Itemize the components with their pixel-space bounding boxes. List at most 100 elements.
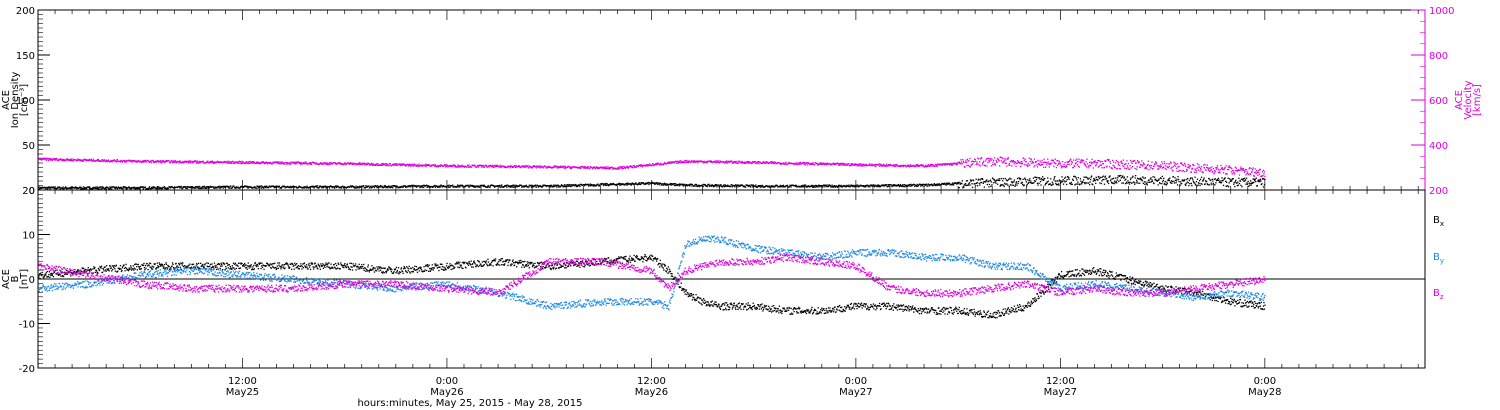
velocity-point bbox=[955, 164, 957, 166]
velocity-point bbox=[1016, 160, 1019, 162]
density-point bbox=[483, 184, 485, 186]
density-point bbox=[201, 187, 203, 190]
density-point bbox=[1157, 179, 1159, 182]
density-point bbox=[565, 184, 567, 186]
velocity-point bbox=[948, 163, 950, 165]
density-point bbox=[305, 187, 308, 189]
velocity-point bbox=[172, 161, 174, 163]
top-data bbox=[38, 156, 1266, 190]
density-point bbox=[157, 186, 159, 188]
density-point bbox=[513, 184, 515, 186]
density-point bbox=[962, 185, 964, 187]
density-point bbox=[1046, 182, 1048, 184]
velocity-point bbox=[338, 162, 340, 164]
density-point bbox=[89, 186, 91, 188]
density-point bbox=[993, 179, 996, 181]
density-point bbox=[977, 185, 979, 187]
velocity-point bbox=[1141, 160, 1143, 162]
velocity-point bbox=[748, 161, 750, 163]
density-point bbox=[724, 186, 726, 188]
velocity-point bbox=[206, 161, 208, 163]
density-point bbox=[782, 184, 785, 186]
density-point bbox=[1139, 178, 1141, 180]
velocity-point bbox=[328, 162, 331, 164]
density-point bbox=[151, 186, 153, 189]
density-point bbox=[1255, 181, 1257, 183]
b-bx-point bbox=[42, 274, 44, 276]
density-point bbox=[302, 187, 304, 189]
velocity-point bbox=[1065, 166, 1067, 168]
velocity-point bbox=[82, 160, 84, 162]
density-point bbox=[1046, 181, 1048, 183]
velocity-point bbox=[864, 165, 866, 167]
density-point bbox=[1131, 182, 1133, 184]
velocity-point bbox=[994, 163, 996, 165]
velocity-point bbox=[1047, 161, 1049, 163]
velocity-point bbox=[709, 160, 711, 162]
density-point bbox=[805, 186, 808, 188]
velocity-point bbox=[874, 165, 876, 167]
density-point bbox=[704, 183, 706, 186]
velocity-point bbox=[362, 163, 364, 166]
velocity-point bbox=[96, 160, 98, 162]
velocity-point bbox=[236, 161, 238, 163]
velocity-point bbox=[354, 163, 357, 165]
density-point bbox=[523, 186, 525, 188]
velocity-point bbox=[621, 166, 624, 168]
density-point bbox=[56, 187, 59, 190]
velocity-point bbox=[480, 164, 482, 166]
density-point bbox=[511, 186, 513, 188]
density-point bbox=[92, 187, 94, 190]
b-bx-point bbox=[50, 274, 52, 277]
velocity-point bbox=[92, 159, 94, 162]
velocity-point bbox=[459, 166, 461, 168]
density-point bbox=[1258, 180, 1260, 183]
density-point bbox=[1229, 180, 1231, 182]
velocity-point bbox=[1175, 167, 1178, 169]
velocity-point bbox=[968, 160, 970, 162]
density-point bbox=[272, 185, 274, 187]
density-point bbox=[573, 184, 575, 186]
density-point bbox=[916, 185, 918, 188]
velocity-point bbox=[1194, 168, 1196, 170]
velocity-point bbox=[1150, 165, 1153, 167]
velocity-point bbox=[1065, 164, 1067, 166]
velocity-point bbox=[1146, 164, 1148, 166]
density-point bbox=[165, 187, 167, 189]
velocity-point bbox=[660, 162, 662, 164]
velocity-point bbox=[1080, 159, 1083, 161]
velocity-point bbox=[956, 162, 958, 165]
density-point bbox=[97, 187, 100, 189]
density-point bbox=[194, 186, 196, 188]
velocity-point bbox=[196, 162, 198, 164]
density-point bbox=[1026, 185, 1028, 187]
velocity-point bbox=[640, 165, 642, 167]
density-point bbox=[190, 186, 192, 188]
velocity-point bbox=[1205, 169, 1207, 171]
density-point bbox=[902, 184, 904, 186]
density-point bbox=[706, 185, 708, 188]
density-point bbox=[474, 185, 476, 187]
velocity-point bbox=[811, 162, 813, 164]
density-point bbox=[1030, 180, 1032, 182]
density-point bbox=[1052, 183, 1054, 185]
density-point bbox=[715, 184, 717, 187]
velocity-point bbox=[656, 163, 658, 165]
velocity-point bbox=[1253, 174, 1255, 177]
density-point bbox=[1111, 182, 1113, 184]
velocity-point bbox=[366, 163, 368, 166]
density-point bbox=[804, 184, 807, 186]
velocity-point bbox=[706, 161, 708, 164]
velocity-point bbox=[100, 160, 103, 162]
velocity-point bbox=[1040, 164, 1043, 166]
velocity-point bbox=[371, 164, 374, 166]
velocity-tick-label: 400 bbox=[1429, 141, 1448, 152]
velocity-point bbox=[1080, 160, 1082, 162]
density-point bbox=[1237, 184, 1239, 186]
density-point bbox=[830, 186, 833, 188]
density-point bbox=[936, 183, 938, 185]
density-point bbox=[967, 184, 970, 186]
density-point bbox=[501, 184, 503, 186]
density-point bbox=[689, 183, 692, 185]
density-point bbox=[669, 183, 672, 185]
